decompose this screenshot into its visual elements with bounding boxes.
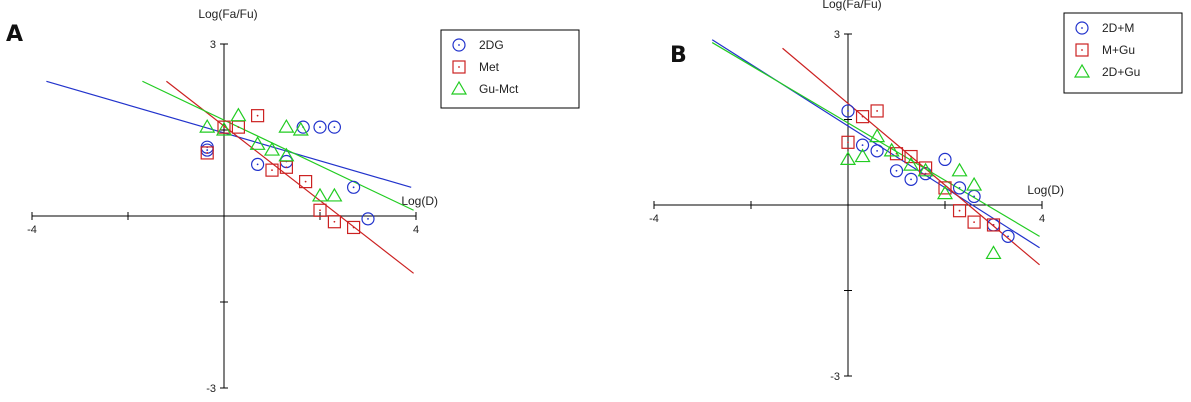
panel-a-point-met	[251, 109, 265, 123]
panel-b-point-m-gu	[841, 135, 855, 149]
panel-a-point-2dg	[251, 157, 265, 171]
panel-b-point-2d-gu	[936, 185, 954, 200]
panel-b-point-2d-gu	[917, 162, 934, 177]
panel-a-point-2dg	[313, 120, 327, 134]
panel-b-point-2d-m	[1001, 229, 1015, 243]
panel-a-fit-line-met	[166, 80, 414, 274]
panel-a-legend-marker-gu-mct	[450, 80, 468, 95]
panel-b-point-2d-m	[889, 164, 904, 178]
panel-a-letter: A	[6, 22, 23, 47]
panel-a-fit-line-gu-mct	[142, 80, 414, 211]
panel-b-point-2d-gu	[839, 151, 857, 165]
panel-a-point-gu-mct	[230, 107, 247, 122]
panel-b-point-2d-m	[938, 152, 952, 166]
panel-b-point-2d-m	[967, 189, 981, 204]
panel-b-point-m-gu	[952, 204, 967, 218]
panel-a-point-gu-mct	[215, 121, 233, 136]
panel-b-legend-marker-2d-gu	[1073, 63, 1091, 78]
panel-a-point-gu-mct	[278, 118, 295, 133]
panel-a-point-met	[347, 220, 361, 235]
panel-a-point-gu-mct	[278, 147, 295, 162]
panel-b-x-axis-title: Log(D)	[1027, 183, 1064, 197]
panel-b-point-m-gu	[938, 181, 952, 195]
panel-b-point-2d-m	[841, 104, 855, 118]
panel-b-point-m-gu	[986, 218, 1001, 232]
panel-a-legend-label-2dg: 2DG	[479, 38, 504, 52]
panel-b-point-2d-m	[870, 144, 884, 158]
panel-a-point-2dg	[200, 143, 214, 157]
panel-b-y-axis-title: Log(Fa/Fu)	[822, 0, 881, 11]
panel-a-point-met	[231, 120, 245, 134]
panel-a-y-tick-label: -3	[206, 383, 216, 395]
panel-b-letter: B	[670, 43, 687, 68]
panel-a-legend-marker-met	[452, 60, 466, 74]
panel-b-x-tick-label: -4	[649, 213, 659, 225]
panel-a-point-met	[313, 203, 327, 217]
panel-a-point-gu-mct	[311, 187, 329, 202]
panel-b-legend: 2D+M M+Gu 2D+Gu	[1063, 12, 1183, 94]
panel-b-point-m-gu	[870, 104, 884, 118]
panel-b-point-2d-gu	[985, 245, 1002, 260]
panel-b-point-m-gu	[855, 110, 870, 124]
panel-a-y-tick-label: 3	[210, 39, 216, 51]
panel-b-point-m-gu	[918, 161, 933, 175]
panel-b-point-2d-gu	[883, 142, 900, 157]
panel-b-legend-box	[1063, 12, 1183, 94]
panel-b-fit-line-2d-gu	[711, 42, 1040, 237]
panel-a-point-met	[299, 175, 313, 189]
panel-b-legend-label-2d-m: 2D+M	[1102, 21, 1134, 35]
panel-a-point-met	[200, 146, 214, 160]
panel-b-point-2d-gu	[966, 176, 983, 191]
panel-b-legend-label-2d-gu: 2D+Gu	[1102, 65, 1140, 79]
panel-b-point-2d-gu	[903, 156, 920, 171]
panel-a-point-2dg	[347, 180, 361, 194]
panel-b-fit-line-2d-m	[711, 39, 1040, 249]
panel-b-point-m-gu	[967, 215, 981, 229]
panel-a-point-2dg	[327, 120, 341, 134]
panel-b-point-m-gu	[904, 149, 918, 164]
panel-a-point-met	[265, 163, 279, 177]
panel-b: B -4 4 3 -3 Log(Fa/Fu) Log(D) 2D+M M+Gu 2D+Gu	[649, 0, 1183, 383]
panel-b-y-tick-label: 3	[834, 29, 840, 41]
panel-b-point-2d-gu	[951, 162, 968, 177]
panel-a-point-gu-mct	[263, 141, 281, 156]
panel-a-point-gu-mct	[292, 121, 309, 136]
panel-b-point-2d-gu	[869, 128, 886, 143]
panel-a-x-tick-label: 4	[413, 224, 419, 236]
panel-a-point-met	[327, 215, 341, 229]
panel-a-point-gu-mct	[326, 187, 343, 202]
panel-a-x-tick-label: -4	[27, 224, 37, 236]
panel-a-x-axis-title: Log(D)	[401, 194, 438, 208]
panel-b-y-tick-label: -3	[830, 371, 840, 383]
panel-a-y-axis-title: Log(Fa/Fu)	[198, 7, 257, 21]
panel-a-legend-label-met: Met	[479, 60, 500, 74]
panel-a-legend-label-gu-mct: Gu-Mct	[479, 82, 519, 96]
panel-b-point-2d-m	[855, 138, 870, 152]
panel-b-legend-marker-2d-m	[1075, 21, 1089, 35]
panel-a-legend-box	[440, 29, 580, 109]
panel-a-point-met	[217, 120, 231, 134]
panel-b-point-2d-m	[904, 172, 918, 186]
panel-a: A -4 4 3 -3 Log(Fa/Fu) Log(D) 2DG Met Gu-Mct	[6, 7, 580, 395]
panel-b-point-2d-m	[952, 181, 967, 195]
panel-a-fit-line-2dg	[46, 80, 412, 188]
panel-a-legend: 2DG Met Gu-Mct	[440, 29, 580, 109]
panel-a-point-gu-mct	[199, 118, 216, 133]
panel-a-point-gu-mct	[249, 136, 266, 150]
panel-b-point-2d-gu	[854, 148, 871, 163]
panel-a-legend-marker-2dg	[452, 38, 466, 52]
panel-b-x-tick-label: 4	[1039, 213, 1045, 225]
panel-b-legend-label-m-gu: M+Gu	[1102, 43, 1135, 57]
panel-b-legend-marker-m-gu	[1075, 43, 1089, 57]
panel-a-point-2dg	[361, 212, 375, 226]
